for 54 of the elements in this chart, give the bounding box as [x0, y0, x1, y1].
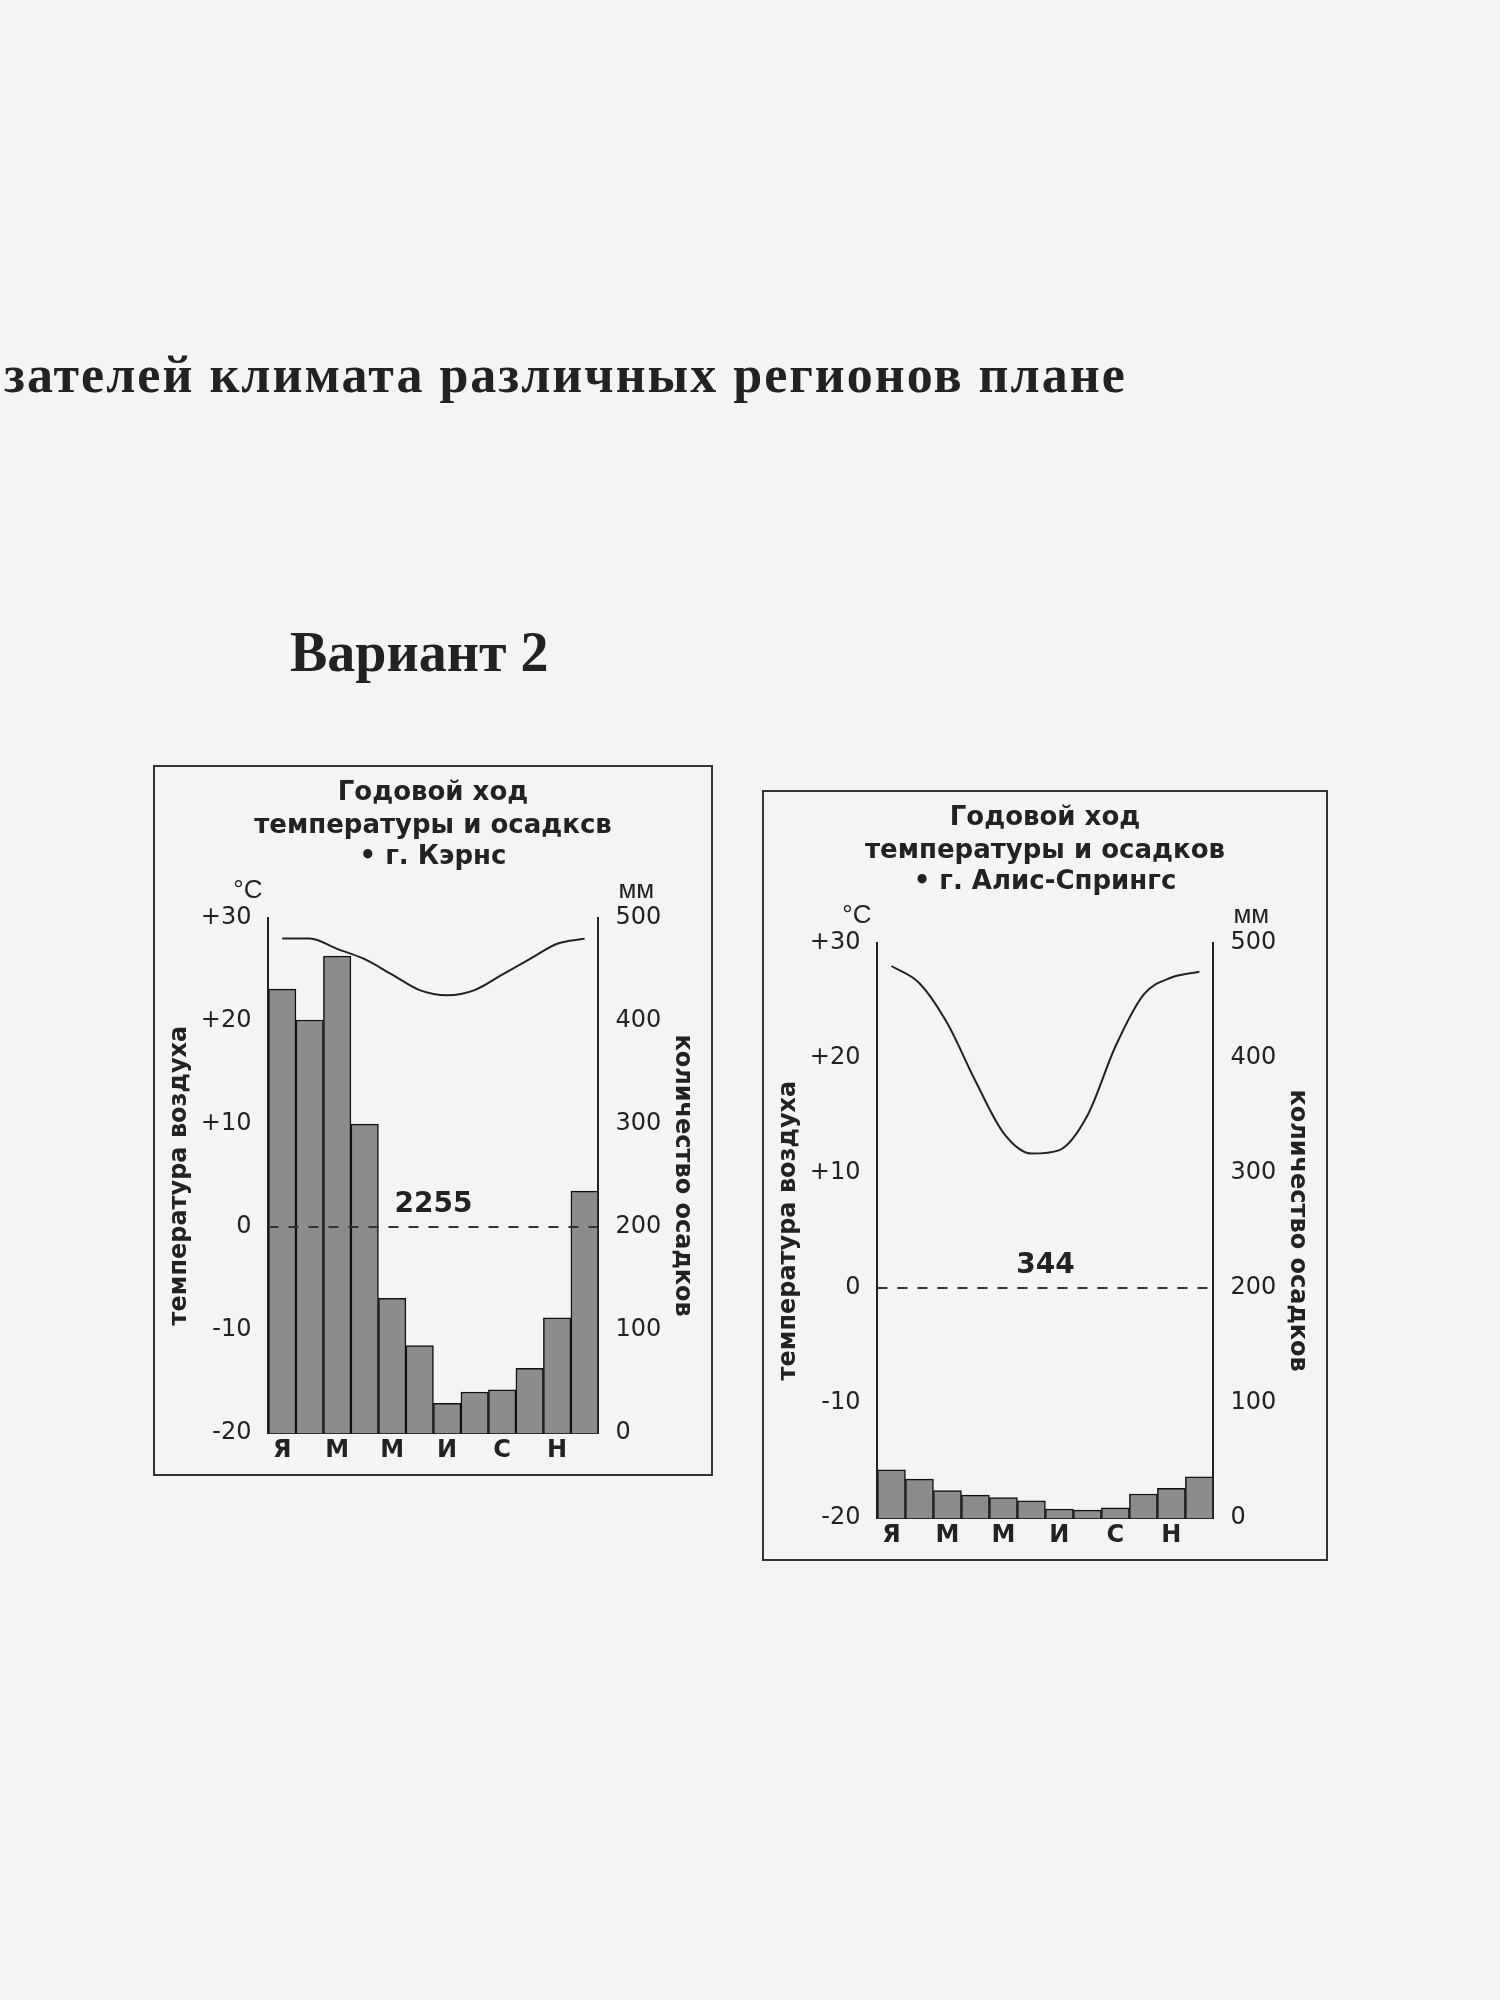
y2-tick-label: 500	[1230, 927, 1277, 956]
y-tick-label: +10	[809, 1157, 861, 1186]
text: °C	[233, 874, 263, 905]
y-tick-label: +20	[809, 1042, 861, 1071]
text: мм	[1233, 899, 1270, 930]
y2-tick-label: 100	[615, 1314, 662, 1343]
y-tick-label: -10	[821, 1387, 861, 1416]
chart-subtitle: • г. Кэрнс	[358, 840, 508, 870]
y-tick-label: +30	[200, 902, 252, 931]
chart-title: Годовой ход температуры и осадксв	[253, 775, 613, 840]
y-tick-label: +20	[200, 1005, 252, 1034]
text: мм	[618, 874, 655, 905]
y2-tick-label: 400	[615, 1005, 662, 1034]
x-tick-label: Я	[272, 1434, 292, 1463]
y2-tick-label: 0	[1230, 1502, 1246, 1531]
y2-tick-label: 0	[615, 1417, 631, 1446]
y2-tick-label: 300	[615, 1108, 662, 1137]
y-tick-label: -20	[821, 1502, 861, 1531]
y-tick-label: 0	[845, 1272, 861, 1301]
y2-tick-label: 300	[1230, 1157, 1277, 1186]
x-tick-label: М	[325, 1434, 350, 1463]
y2-tick-label: 100	[1230, 1387, 1277, 1416]
x-tick-label: Я	[882, 1519, 901, 1548]
y-tick-label: +10	[200, 1108, 252, 1137]
line-series	[890, 965, 1201, 1155]
x-tick-label: И	[437, 1434, 458, 1463]
x-tick-label: Н	[1161, 1519, 1182, 1548]
y-tick-label: +30	[809, 927, 861, 956]
y2-tick-label: 400	[1230, 1042, 1277, 1071]
x-tick-label: Н	[547, 1434, 568, 1463]
annotation: 344	[1016, 1247, 1075, 1281]
x-tick-label: М	[991, 1519, 1016, 1548]
y-axis-title: температура воздуха	[163, 1025, 192, 1326]
x-tick-label: М	[935, 1519, 960, 1548]
y2-tick-label: 500	[615, 902, 662, 931]
text: зателей климата различных регионов плане	[4, 345, 1127, 404]
y2-axis-title: количество осадков	[670, 1034, 699, 1317]
chart-subtitle: • г. Алис-Спрингс	[912, 865, 1178, 895]
y-axis-title: температура воздуха	[772, 1080, 801, 1381]
text: Вариант 2	[290, 620, 549, 684]
y-tick-label: 0	[236, 1211, 252, 1240]
x-tick-label: И	[1049, 1519, 1070, 1548]
y-tick-label: -20	[212, 1417, 252, 1446]
text: °C	[842, 899, 872, 930]
y2-tick-label: 200	[615, 1211, 662, 1240]
annotation: 2255	[394, 1186, 473, 1220]
chart-title: Годовой ход температуры и осадков	[864, 800, 1226, 865]
y2-tick-label: 200	[1230, 1272, 1277, 1301]
x-tick-label: С	[493, 1434, 511, 1463]
x-tick-label: М	[380, 1434, 405, 1463]
y-tick-label: -10	[212, 1314, 252, 1343]
x-tick-label: С	[1106, 1519, 1125, 1548]
y2-axis-title: количество осадков	[1285, 1089, 1314, 1372]
line-series	[281, 937, 586, 997]
